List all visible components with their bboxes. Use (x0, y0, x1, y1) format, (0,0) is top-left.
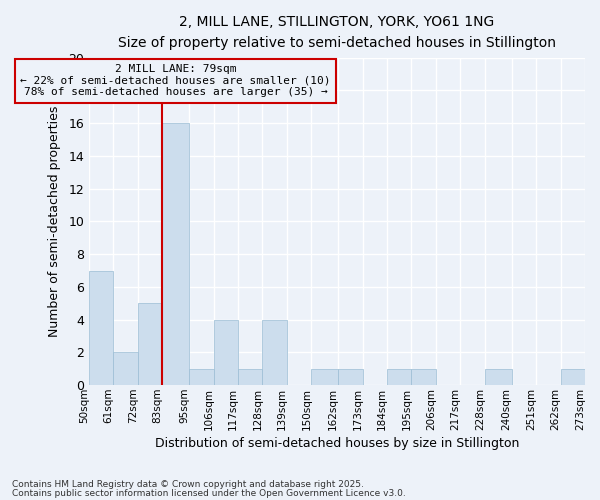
Text: Contains public sector information licensed under the Open Government Licence v3: Contains public sector information licen… (12, 488, 406, 498)
Bar (138, 304, 163, 385)
Bar (214, 320, 238, 385)
Bar (189, 369, 214, 385)
Bar (387, 369, 412, 385)
Text: Contains HM Land Registry data © Crown copyright and database right 2025.: Contains HM Land Registry data © Crown c… (12, 480, 364, 489)
Bar (311, 369, 338, 385)
Bar (412, 369, 436, 385)
Bar (113, 352, 138, 385)
Bar (238, 369, 262, 385)
Bar (163, 123, 189, 385)
Bar (560, 369, 585, 385)
Bar (338, 369, 362, 385)
Bar (89, 270, 113, 385)
Text: 2 MILL LANE: 79sqm
← 22% of semi-detached houses are smaller (10)
78% of semi-de: 2 MILL LANE: 79sqm ← 22% of semi-detache… (20, 64, 331, 98)
Bar (262, 320, 287, 385)
Bar (485, 369, 512, 385)
Title: 2, MILL LANE, STILLINGTON, YORK, YO61 1NG
Size of property relative to semi-deta: 2, MILL LANE, STILLINGTON, YORK, YO61 1N… (118, 15, 556, 50)
X-axis label: Distribution of semi-detached houses by size in Stillington: Distribution of semi-detached houses by … (155, 437, 519, 450)
Y-axis label: Number of semi-detached properties: Number of semi-detached properties (48, 106, 61, 337)
